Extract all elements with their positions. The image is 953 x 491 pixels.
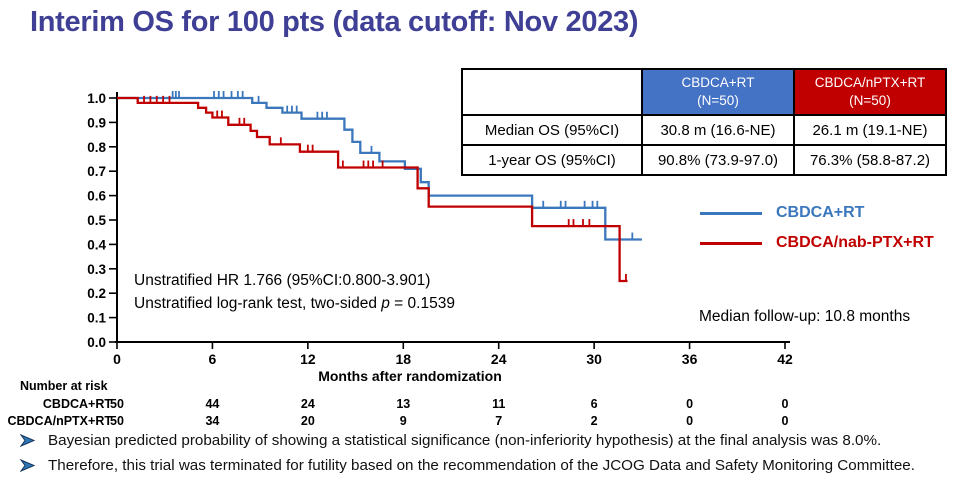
- page-title: Interim OS for 100 pts (data cutoff: Nov…: [30, 6, 639, 38]
- legend-item-cbdca-nab-ptx-rt: CBDCA/nab-PTX+RT: [700, 234, 934, 252]
- y-tick-label: 0.3: [87, 262, 106, 277]
- at-risk-count: 50: [110, 414, 124, 428]
- number-at-risk-title: Number at risk: [20, 379, 108, 393]
- at-risk-count: 20: [301, 414, 315, 428]
- median-followup-note: Median follow-up: 10.8 months: [699, 308, 911, 325]
- at-risk-count: 7: [495, 414, 502, 428]
- conclusion-bullets: Bayesian predicted probability of showin…: [20, 432, 915, 482]
- legend-label: CBDCA/nab-PTX+RT: [776, 234, 934, 251]
- hazard-ratio-line: Unstratified HR 1.766 (95%CI:0.800-3.901…: [134, 272, 431, 289]
- arrowhead-right-icon: [20, 434, 35, 447]
- logrank-suffix: = 0.1539: [389, 295, 455, 312]
- y-tick-label: 0.8: [87, 140, 106, 155]
- table-row: 1-year OS (95%CI) 90.8% (73.9-97.0) 76.3…: [461, 144, 947, 176]
- bullet-text: Bayesian predicted probability of showin…: [48, 432, 882, 449]
- y-tick-label: 0.7: [87, 164, 106, 179]
- one-year-os-cbdca-nptx-rt-value: 76.3% (58.8-87.2): [793, 144, 947, 176]
- summary-table-header-cbdca-nptx-rt: CBDCA/nPTX+RT (N=50): [793, 68, 947, 116]
- summary-table-header-cbdca-rt: CBDCA+RT (N=50): [641, 68, 795, 116]
- logrank-prefix: Unstratified log-rank test, two-sided: [134, 295, 382, 312]
- statistics-annotation: Unstratified HR 1.766 (95%CI:0.800-3.901…: [134, 269, 455, 315]
- x-tick-label: 24: [491, 351, 507, 367]
- median-os-cbdca-nptx-rt-value: 26.1 m (19.1-NE): [793, 114, 947, 146]
- bullet-text: Therefore, this trial was terminated for…: [48, 457, 915, 474]
- y-tick-label: 1.0: [87, 91, 106, 106]
- list-item: Bayesian predicted probability of showin…: [20, 432, 915, 449]
- y-tick-label: 0.1: [87, 311, 106, 326]
- at-risk-count: 44: [205, 397, 219, 411]
- at-risk-count: 13: [396, 397, 410, 411]
- x-axis-label: Months after randomization: [318, 368, 502, 384]
- km-curve-CBDCA+RT: [117, 96, 642, 241]
- x-tick-label: 18: [395, 351, 411, 367]
- y-tick-label: 0.4: [87, 237, 106, 252]
- at-risk-count: 34: [205, 414, 219, 428]
- arrowhead-right-icon: [20, 459, 35, 472]
- p-symbol: p: [381, 295, 390, 312]
- logrank-line: Unstratified log-rank test, two-sided p …: [134, 292, 455, 315]
- at-risk-count: 24: [301, 397, 315, 411]
- median-os-cbdca-rt-value: 30.8 m (16.6-NE): [641, 114, 795, 146]
- at-risk-count: 11: [492, 397, 505, 411]
- red-line-swatch-icon: [700, 241, 762, 245]
- x-tick-label: 6: [209, 351, 217, 367]
- at-risk-count: 2: [591, 414, 598, 428]
- chart-legend: CBDCA+RT CBDCA/nab-PTX+RT: [700, 204, 934, 264]
- x-tick-label: 12: [300, 351, 316, 367]
- summary-table-header-row: CBDCA+RT (N=50) CBDCA/nPTX+RT (N=50): [461, 68, 947, 116]
- km-axes: 0.0 0.1 0.2 0.3 0.4 0.5 0.6 0.7 0.8 0.9 1.0 0 6 12 18 2…: [87, 91, 793, 384]
- at-risk-count: 0: [686, 397, 693, 411]
- table-row: Median OS (95%CI) 30.8 m (16.6-NE) 26.1 …: [461, 114, 947, 146]
- at-risk-count: 0: [782, 397, 789, 411]
- at-risk-row-label: CBDCA+RT: [43, 397, 112, 411]
- y-tick-label: 0.9: [87, 115, 106, 130]
- at-risk-row-label: CBDCA/nPTX+RT: [7, 414, 112, 428]
- summary-table-corner-cell: [461, 68, 643, 116]
- list-item: Therefore, this trial was terminated for…: [20, 457, 915, 474]
- y-tick-label: 0.2: [87, 286, 106, 301]
- y-tick-label: 0.0: [87, 335, 106, 350]
- at-risk-count: 0: [686, 414, 693, 428]
- median-os-label: Median OS (95%CI): [461, 114, 643, 146]
- km-curve-CBDCA/nab-PTX+RT: [117, 96, 628, 283]
- x-tick-label: 36: [682, 351, 698, 367]
- at-risk-count: 9: [400, 414, 407, 428]
- x-tick-label: 30: [586, 351, 602, 367]
- one-year-os-label: 1-year OS (95%CI): [461, 144, 643, 176]
- y-tick-label: 0.5: [87, 213, 106, 228]
- os-summary-table: CBDCA+RT (N=50) CBDCA/nPTX+RT (N=50) Med…: [461, 68, 947, 176]
- blue-line-swatch-icon: [700, 211, 762, 215]
- at-risk-count: 0: [782, 414, 789, 428]
- x-tick-label: 42: [777, 351, 793, 367]
- at-risk-count: 6: [591, 397, 598, 411]
- censor-ticks-CBDCA+RT: [171, 91, 634, 240]
- legend-label: CBDCA+RT: [776, 204, 865, 221]
- one-year-os-cbdca-rt-value: 90.8% (73.9-97.0): [641, 144, 795, 176]
- legend-item-cbdca-rt: CBDCA+RT: [700, 204, 934, 222]
- y-tick-label: 0.6: [87, 189, 106, 204]
- x-tick-label: 0: [113, 351, 121, 367]
- censor-ticks-CBDCA/nab-PTX+RT: [143, 95, 627, 281]
- at-risk-count: 50: [110, 397, 124, 411]
